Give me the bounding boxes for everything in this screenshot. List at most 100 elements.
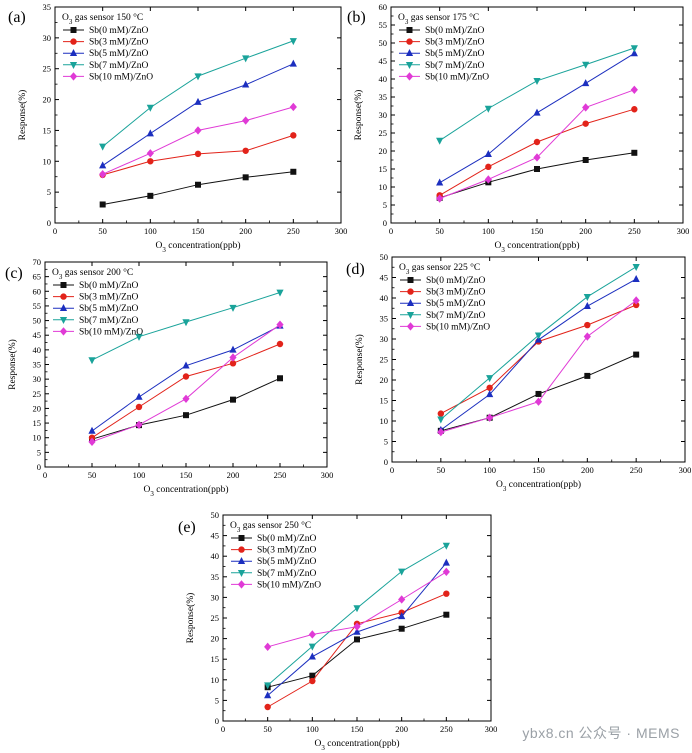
data-point-s3-p1 [146, 104, 154, 112]
data-point-s1-p3 [582, 120, 589, 127]
watermark: ybx8.cn 公众号 · MEMS [522, 725, 680, 741]
chart-title-sub: 3 [237, 526, 241, 534]
y-tick-label: 5 [37, 447, 41, 457]
legend-entry-0: Sb(0 mM)/ZnO [425, 25, 485, 36]
x-tick-label: 250 [628, 226, 641, 236]
data-point-s3-p1 [135, 333, 143, 341]
y-axis-label: Response(%) [185, 593, 196, 644]
data-point-s3-p0 [88, 357, 96, 365]
data-point-s4-p2 [182, 394, 190, 403]
panel-label: (d) [346, 261, 365, 278]
legend-marker-3 [59, 317, 68, 324]
data-point-s1-p2 [533, 138, 541, 146]
x-axis-label: O3 concentration(ppb) [496, 479, 581, 493]
data-point-s1-p0 [437, 410, 445, 417]
series-line-1 [439, 108, 635, 196]
y-tick-label: 15 [380, 396, 389, 406]
data-point-s2-p1 [484, 150, 492, 158]
chart-title-suffix: gas sensor 250 °C [240, 520, 311, 531]
legend-entry-4: Sb(10 mM)/ZnO [257, 579, 321, 590]
y-tick-label: 35 [379, 92, 388, 102]
legend-entry-3: Sb(7 mM)/ZnO [425, 60, 485, 71]
data-point-s4-p1 [484, 175, 492, 184]
legend-entry-2: Sb(5 mM)/ZnO [426, 298, 486, 309]
x-axis-label: O3 concentration(ppb) [314, 738, 399, 752]
data-point-s4-p3 [229, 353, 237, 362]
y-tick-label: 55 [33, 301, 42, 311]
y-tick-label: 20 [211, 634, 220, 644]
x-axis-label-prefix: O [496, 480, 503, 490]
x-tick-label: 300 [677, 226, 690, 236]
data-point-s3-p4 [630, 45, 638, 53]
legend-marker-3 [405, 62, 414, 69]
data-point-s0-p0 [99, 201, 106, 208]
x-tick-label: 300 [485, 724, 498, 734]
data-point-s2-p3 [242, 80, 250, 88]
legend-marker-2 [59, 304, 68, 311]
x-tick-label: 150 [531, 226, 544, 236]
chart-title-sub: 3 [59, 273, 63, 281]
legend-marker-1 [60, 293, 67, 300]
legend-marker-0 [60, 282, 67, 288]
chart-title-suffix: gas sensor 175 °C [408, 12, 479, 23]
data-point-s4-p3 [398, 595, 406, 604]
x-tick-label: 250 [440, 724, 453, 734]
series-line-1 [440, 304, 637, 415]
legend-entry-2: Sb(5 mM)/ZnO [79, 303, 139, 314]
data-point-s4-p4 [289, 102, 297, 112]
y-tick-label: 10 [380, 416, 389, 426]
panel-label: (c) [5, 265, 23, 282]
x-tick-label: 0 [390, 465, 394, 475]
x-axis-label-sub: 3 [501, 246, 505, 254]
chart-title-prefix: O [398, 13, 405, 23]
chart-title-sub: 3 [405, 18, 409, 26]
data-point-s2-p3 [583, 302, 591, 309]
y-tick-label: 50 [379, 38, 388, 48]
y-tick-label: 0 [383, 218, 387, 228]
data-point-s2-p1 [308, 652, 316, 660]
data-point-s0-p2 [535, 390, 542, 397]
legend-marker-1 [70, 38, 77, 45]
x-axis-label-suffix: concentration(ppb) [154, 484, 229, 495]
y-axis-label: Response(%) [354, 334, 365, 385]
data-point-s1-p1 [485, 163, 492, 171]
x-tick-label: 100 [144, 226, 157, 236]
data-point-s4-p2 [194, 126, 202, 135]
x-tick-label: 0 [43, 470, 47, 480]
chart-panel-1: (b) 0 50 100 150 200 250 300 0 5 10 15 20 25 30 35 40 45 5… [347, 2, 689, 254]
legend-entry-4: Sb(10 mM)/ZnO [79, 326, 143, 337]
legend-marker-2 [69, 49, 78, 56]
y-tick-label: 25 [380, 355, 389, 365]
data-point-s4-p2 [533, 153, 541, 162]
x-tick-label: 0 [221, 724, 225, 734]
data-point-s3-p2 [533, 78, 541, 85]
legend-entry-4: Sb(10 mM)/ZnO [89, 71, 153, 82]
x-tick-label: 200 [239, 226, 252, 236]
legend-entry-3: Sb(7 mM)/ZnO [79, 315, 139, 326]
y-tick-label: 45 [211, 531, 220, 541]
legend-entry-1: Sb(3 mM)/ZnO [89, 37, 149, 48]
data-point-s3-p3 [582, 61, 590, 69]
data-point-s1-p2 [194, 150, 202, 158]
legend-entry-0: Sb(0 mM)/ZnO [257, 533, 317, 544]
data-point-s3-p4 [442, 542, 450, 550]
data-point-s2-p1 [135, 392, 143, 400]
data-point-s4-p1 [135, 420, 143, 430]
data-point-s3-p0 [99, 143, 107, 151]
x-axis-label-suffix: concentration(ppb) [505, 240, 580, 251]
data-point-s4-p2 [353, 622, 361, 631]
data-point-s2-p2 [182, 361, 190, 369]
legend-entry-1: Sb(3 mM)/ZnO [79, 292, 139, 303]
legend-entry-3: Sb(7 mM)/ZnO [89, 60, 149, 71]
y-tick-label: 10 [33, 433, 42, 443]
data-point-s0-p4 [443, 611, 450, 618]
data-point-s2-p0 [99, 161, 107, 169]
x-tick-label: 150 [192, 226, 205, 236]
data-point-s2-p0 [264, 691, 272, 699]
x-axis-label-sub: 3 [150, 490, 154, 498]
y-tick-label: 20 [43, 95, 52, 105]
data-point-s3-p1 [486, 375, 494, 383]
data-point-s3-p3 [583, 293, 591, 301]
